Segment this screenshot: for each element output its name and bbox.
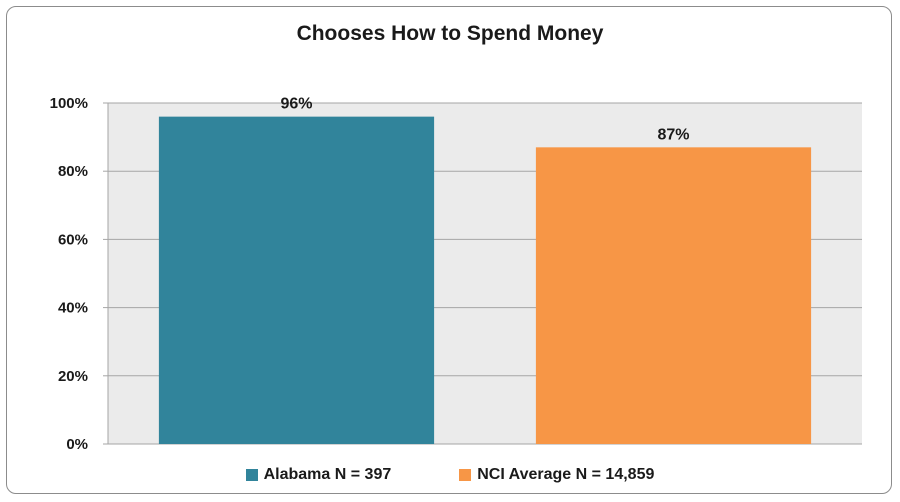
legend-swatch-alabama <box>245 469 258 481</box>
y-tick-label: 80% <box>58 163 88 180</box>
bar-nci-average <box>535 147 812 444</box>
y-tick-label: 0% <box>66 436 88 453</box>
y-tick-label: 60% <box>58 231 88 248</box>
y-tick-label: 40% <box>58 300 88 317</box>
y-tick-label: 20% <box>58 368 88 385</box>
chart-title: Chooses How to Spend Money <box>296 22 604 45</box>
legend: Alabama N = 397 NCI Average N = 14,859 <box>0 466 900 484</box>
legend-item-alabama: Alabama N = 397 <box>245 466 392 484</box>
legend-swatch-nci-average <box>459 469 472 481</box>
legend-label-alabama: Alabama N = 397 <box>263 466 392 483</box>
data-label: 87% <box>657 126 689 143</box>
data-label: 96% <box>280 96 312 113</box>
bar-alabama <box>158 116 435 444</box>
y-tick-label: 100% <box>50 95 88 112</box>
legend-item-nci-average: NCI Average N = 14,859 <box>459 466 654 484</box>
legend-label-nci-average: NCI Average N = 14,859 <box>477 466 655 483</box>
